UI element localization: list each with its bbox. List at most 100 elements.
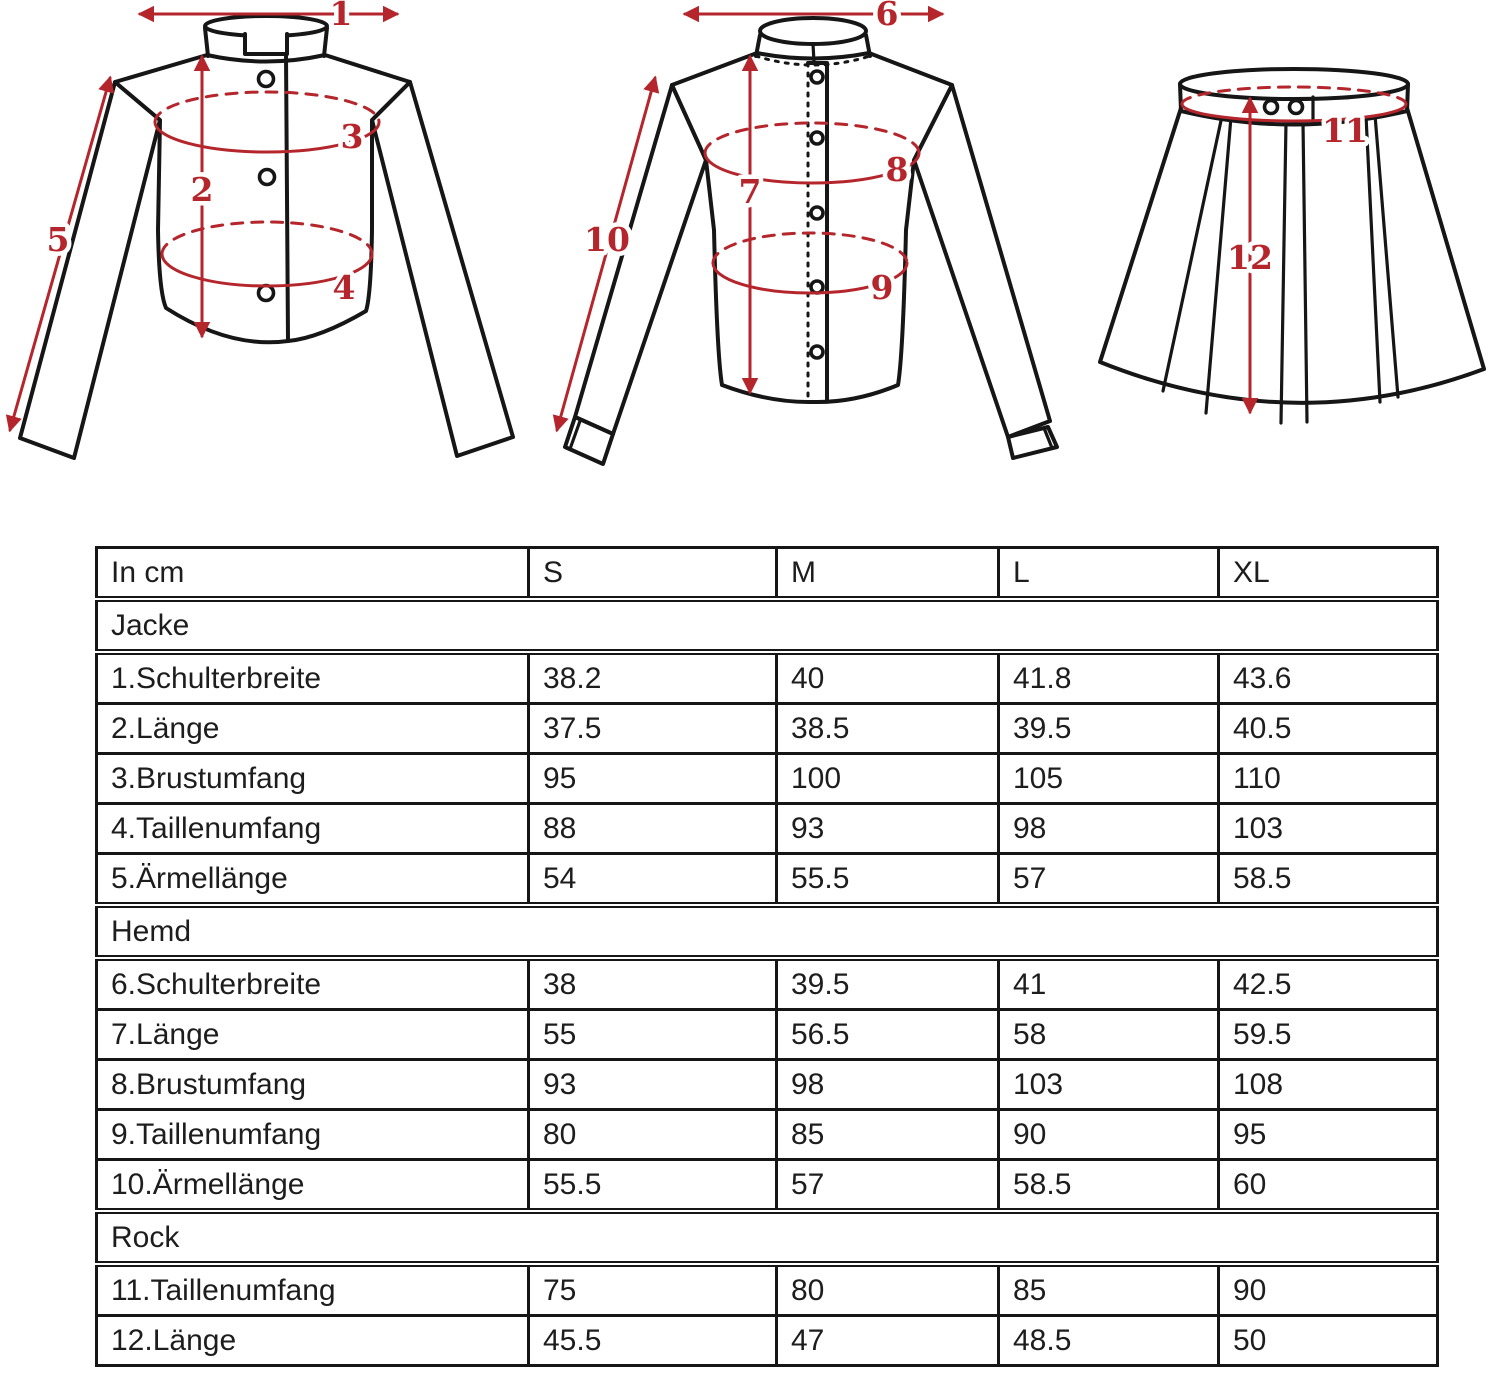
jacket-sleeve-arrow: [5, 75, 115, 433]
value-cell: 38.5: [775, 702, 1000, 755]
skirt-waistband-top: [1178, 67, 1410, 101]
jacket-button: [257, 167, 277, 187]
measurement-label-4: 4: [333, 268, 356, 307]
jacket-waist-ellipse-back: [160, 220, 374, 256]
value-cell: 55.5: [775, 852, 1000, 907]
shirt-button: [809, 279, 825, 295]
value-cell: 95: [527, 752, 778, 805]
value-cell: 48.5: [997, 1314, 1220, 1367]
skirt-pleat-lines: [1161, 113, 1400, 425]
jacket-button: [256, 69, 276, 89]
size-header-m: M: [775, 546, 1000, 601]
section-title: Jacke: [95, 596, 1439, 655]
shirt-left-sleeve: [573, 83, 708, 436]
value-cell: 55.5: [527, 1158, 778, 1213]
value-cell: 58.5: [997, 1158, 1220, 1213]
jacket-button: [256, 283, 276, 303]
measurement-label-11: 11: [1322, 111, 1368, 150]
shirt-right-cuff: [1006, 425, 1059, 460]
table-row: 11.Taillenumfang 75 80 85 90: [95, 1262, 1439, 1317]
size-header-s: S: [527, 546, 778, 601]
row-label: 5.Ärmellänge: [95, 852, 530, 907]
value-cell: 57: [997, 852, 1220, 907]
table-row: 8.Brustumfang 93 98 103 108: [95, 1058, 1439, 1111]
shirt-chest-ellipse-back: [703, 121, 921, 155]
row-label: 1.Schulterbreite: [95, 650, 530, 705]
row-label: 11.Taillenumfang: [95, 1262, 530, 1317]
skirt-button: [1287, 98, 1305, 116]
value-cell: 110: [1217, 752, 1439, 805]
shirt-sleeve-arrow: [552, 75, 660, 433]
table-row: 2.Länge 37.5 38.5 39.5 40.5: [95, 702, 1439, 755]
value-cell: 95: [1217, 1108, 1439, 1161]
row-label: 9.Taillenumfang: [95, 1108, 530, 1161]
value-cell: 42.5: [1217, 956, 1439, 1011]
value-cell: 93: [775, 802, 1000, 855]
value-cell: 45.5: [527, 1314, 778, 1367]
row-label: 7.Länge: [95, 1008, 530, 1061]
measurement-label-2: 2: [191, 170, 214, 209]
jacket-figure: 1 2 3 4 5: [5, 0, 515, 460]
value-cell: 80: [775, 1262, 1000, 1317]
value-cell: 58: [997, 1008, 1220, 1061]
row-label: 3.Brustumfang: [95, 752, 530, 805]
skirt-button: [1262, 98, 1280, 116]
table-row: 10.Ärmellänge 55.5 57 58.5 60: [95, 1158, 1439, 1213]
value-cell: 105: [997, 752, 1220, 805]
value-cell: 54: [527, 852, 778, 907]
value-cell: 98: [775, 1058, 1000, 1111]
measurement-label-9: 9: [871, 268, 894, 307]
value-cell: 40.5: [1217, 702, 1439, 755]
value-cell: 37.5: [527, 702, 778, 755]
row-label: 2.Länge: [95, 702, 530, 755]
shirt-collar-bottom: [754, 54, 872, 67]
value-cell: 103: [1217, 802, 1439, 855]
shirt-right-sleeve: [912, 83, 1052, 439]
value-cell: 93: [527, 1058, 778, 1111]
value-cell: 38: [527, 956, 778, 1011]
section-row-jacke: Jacke: [95, 596, 1439, 655]
jacket-body: [113, 53, 412, 345]
shirt-chest-ellipse-front: [703, 151, 921, 185]
table-row: 12.Länge 45.5 47 48.5 50: [95, 1314, 1439, 1367]
row-label: 10.Ärmellänge: [95, 1158, 530, 1213]
value-cell: 60: [1217, 1158, 1439, 1213]
value-cell: 59.5: [1217, 1008, 1439, 1061]
jacket-collar-sides: [203, 26, 329, 58]
shirt-figure: 6 7 8 9 10: [552, 0, 1059, 466]
measurement-label-3: 3: [341, 117, 364, 156]
measurement-label-12: 12: [1227, 238, 1273, 277]
value-cell: 39.5: [997, 702, 1220, 755]
section-title: Rock: [95, 1208, 1439, 1267]
shirt-button: [809, 205, 825, 221]
table-row: 6.Schulterbreite 38 39.5 41 42.5: [95, 956, 1439, 1011]
table-header-row: In cm S M L XL: [95, 546, 1439, 601]
jacket-waist-ellipse-front: [160, 252, 374, 288]
measurement-label-6: 6: [876, 0, 899, 33]
table-row: 7.Länge 55 56.5 58 59.5: [95, 1008, 1439, 1061]
value-cell: 47: [775, 1314, 1000, 1367]
row-label: 6.Schulterbreite: [95, 956, 530, 1011]
jacket-left-sleeve: [18, 80, 162, 460]
shirt-placket-edge: [806, 61, 829, 401]
value-cell: 85: [997, 1262, 1220, 1317]
shirt-button: [809, 69, 825, 85]
table-row: 4.Taillenumfang 88 93 98 103: [95, 802, 1439, 855]
jacket-collar-notch-fill: [246, 29, 286, 53]
jacket-chest-ellipse-back: [153, 90, 381, 124]
skirt-body: [1098, 106, 1486, 405]
size-table: In cm S M L XL Jacke 1.Schulterbreite 38…: [95, 546, 1439, 1367]
section-row-rock: Rock: [95, 1208, 1439, 1267]
size-header-xl: XL: [1217, 546, 1439, 601]
shirt-collar-sides: [754, 33, 872, 58]
value-cell: 90: [1217, 1262, 1439, 1317]
table-row: 1.Schulterbreite 38.2 40 41.8 43.6: [95, 650, 1439, 705]
value-cell: 103: [997, 1058, 1220, 1111]
jacket-front-line: [284, 52, 290, 343]
value-cell: 58.5: [1217, 852, 1439, 907]
skirt-waistband-edges: [1178, 82, 1410, 127]
value-cell: 40: [775, 650, 1000, 705]
skirt-waist-ellipse-front: [1180, 102, 1408, 123]
measurement-label-1: 1: [330, 0, 353, 33]
